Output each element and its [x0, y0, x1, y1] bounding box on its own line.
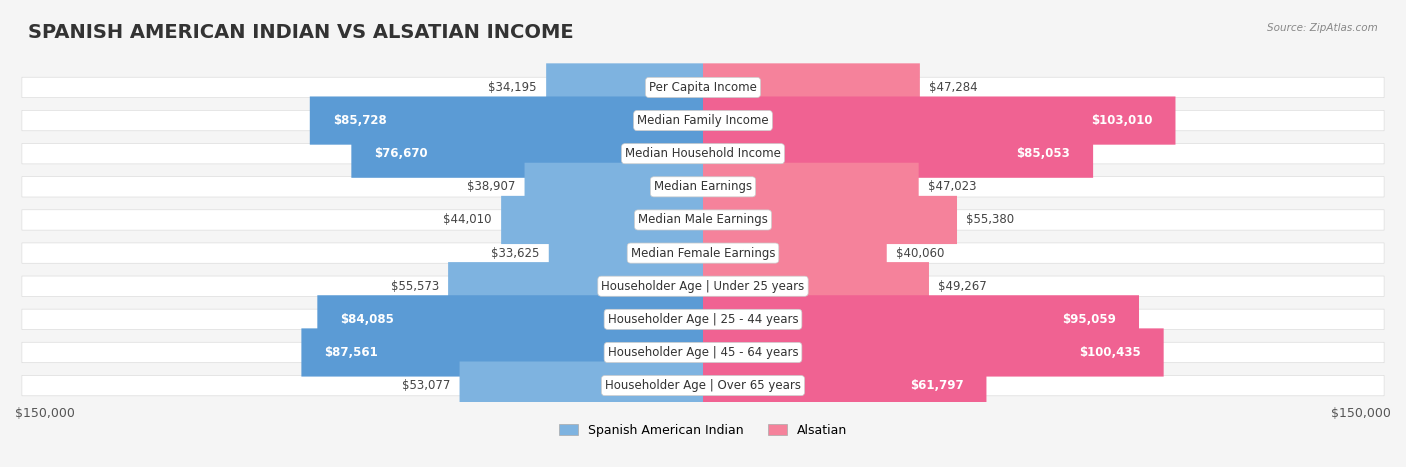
FancyBboxPatch shape: [524, 163, 703, 211]
FancyBboxPatch shape: [22, 276, 1384, 297]
FancyBboxPatch shape: [22, 110, 1384, 131]
Text: $95,059: $95,059: [1062, 313, 1116, 326]
Text: Median Household Income: Median Household Income: [626, 147, 780, 160]
FancyBboxPatch shape: [22, 375, 1384, 396]
FancyBboxPatch shape: [703, 130, 1092, 178]
Text: $61,797: $61,797: [910, 379, 963, 392]
FancyBboxPatch shape: [703, 361, 987, 410]
Text: $47,023: $47,023: [928, 180, 976, 193]
Text: Per Capita Income: Per Capita Income: [650, 81, 756, 94]
FancyBboxPatch shape: [703, 295, 1139, 343]
Text: $103,010: $103,010: [1091, 114, 1153, 127]
Text: $44,010: $44,010: [443, 213, 492, 226]
FancyBboxPatch shape: [318, 295, 703, 343]
FancyBboxPatch shape: [703, 229, 887, 277]
Text: $38,907: $38,907: [467, 180, 516, 193]
FancyBboxPatch shape: [22, 177, 1384, 197]
Text: $87,561: $87,561: [325, 346, 378, 359]
Text: $85,728: $85,728: [333, 114, 387, 127]
FancyBboxPatch shape: [22, 309, 1384, 330]
FancyBboxPatch shape: [548, 229, 703, 277]
Text: Median Female Earnings: Median Female Earnings: [631, 247, 775, 260]
Text: $100,435: $100,435: [1078, 346, 1140, 359]
Text: SPANISH AMERICAN INDIAN VS ALSATIAN INCOME: SPANISH AMERICAN INDIAN VS ALSATIAN INCO…: [28, 23, 574, 42]
Text: $84,085: $84,085: [340, 313, 394, 326]
Text: Householder Age | Over 65 years: Householder Age | Over 65 years: [605, 379, 801, 392]
Text: Source: ZipAtlas.com: Source: ZipAtlas.com: [1267, 23, 1378, 33]
FancyBboxPatch shape: [703, 97, 1175, 145]
FancyBboxPatch shape: [703, 328, 1164, 376]
FancyBboxPatch shape: [449, 262, 703, 310]
Text: $33,625: $33,625: [491, 247, 540, 260]
FancyBboxPatch shape: [703, 196, 957, 244]
FancyBboxPatch shape: [546, 64, 703, 112]
Text: Median Earnings: Median Earnings: [654, 180, 752, 193]
FancyBboxPatch shape: [460, 361, 703, 410]
FancyBboxPatch shape: [703, 163, 918, 211]
Text: $34,195: $34,195: [488, 81, 537, 94]
Text: $53,077: $53,077: [402, 379, 450, 392]
Text: $49,267: $49,267: [938, 280, 987, 293]
Text: $150,000: $150,000: [1331, 407, 1391, 420]
Text: Householder Age | 45 - 64 years: Householder Age | 45 - 64 years: [607, 346, 799, 359]
FancyBboxPatch shape: [501, 196, 703, 244]
Text: Median Family Income: Median Family Income: [637, 114, 769, 127]
FancyBboxPatch shape: [301, 328, 703, 376]
FancyBboxPatch shape: [22, 210, 1384, 230]
FancyBboxPatch shape: [22, 143, 1384, 164]
Text: Median Male Earnings: Median Male Earnings: [638, 213, 768, 226]
Legend: Spanish American Indian, Alsatian: Spanish American Indian, Alsatian: [554, 419, 852, 442]
FancyBboxPatch shape: [22, 243, 1384, 263]
Text: $40,060: $40,060: [896, 247, 945, 260]
FancyBboxPatch shape: [703, 262, 929, 310]
FancyBboxPatch shape: [703, 64, 920, 112]
FancyBboxPatch shape: [309, 97, 703, 145]
Text: $55,380: $55,380: [966, 213, 1014, 226]
Text: $76,670: $76,670: [374, 147, 427, 160]
Text: $55,573: $55,573: [391, 280, 439, 293]
FancyBboxPatch shape: [352, 130, 703, 178]
Text: Householder Age | Under 25 years: Householder Age | Under 25 years: [602, 280, 804, 293]
FancyBboxPatch shape: [22, 342, 1384, 363]
Text: $47,284: $47,284: [929, 81, 977, 94]
Text: $85,053: $85,053: [1017, 147, 1070, 160]
Text: $150,000: $150,000: [15, 407, 75, 420]
FancyBboxPatch shape: [22, 77, 1384, 98]
Text: Householder Age | 25 - 44 years: Householder Age | 25 - 44 years: [607, 313, 799, 326]
